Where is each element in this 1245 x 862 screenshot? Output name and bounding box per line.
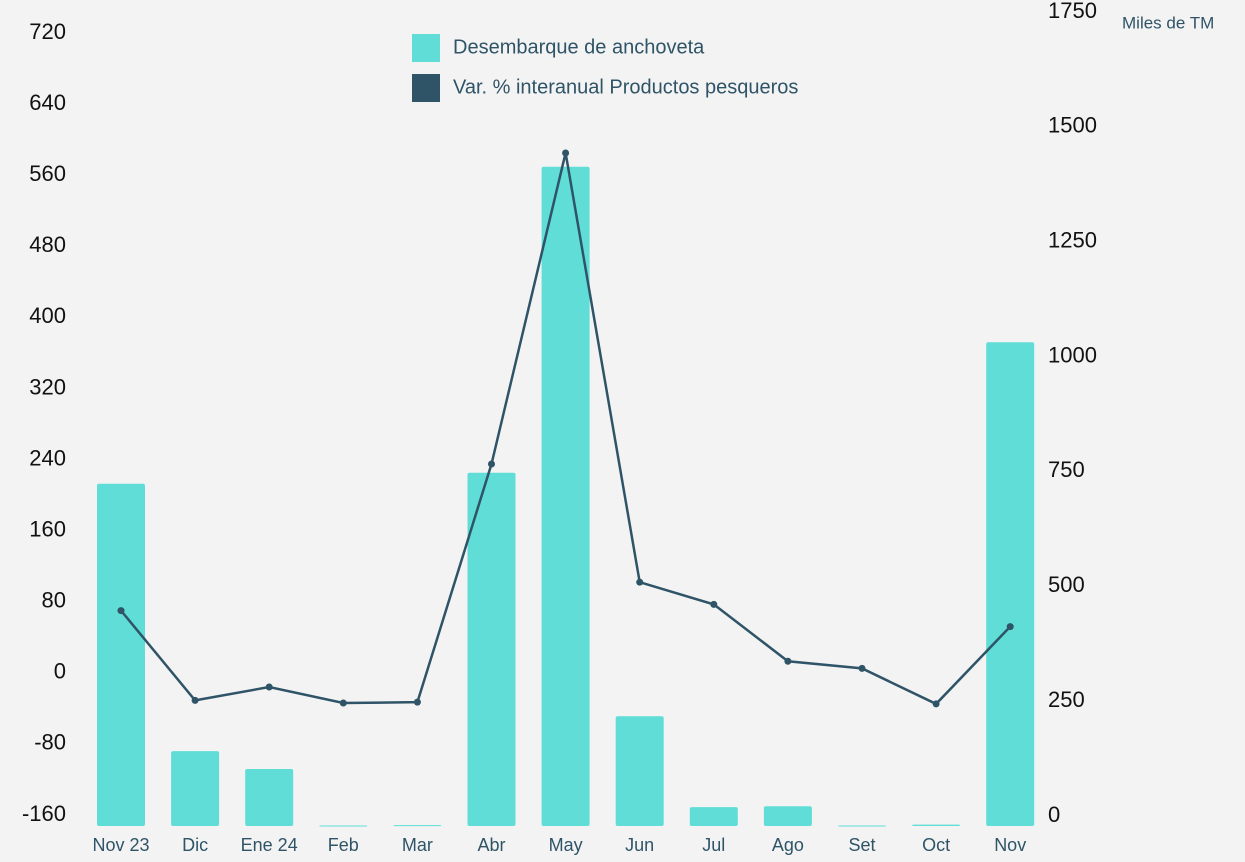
y-tick-label: 640 [29,90,66,115]
y2-tick-label: 250 [1048,687,1085,712]
bar [986,342,1035,826]
point [562,149,570,157]
bar [689,807,738,826]
point [413,698,421,706]
x-tick-label: Mar [402,835,433,855]
y-tick-label: 160 [29,516,66,541]
y2-tick-label: 1500 [1048,113,1097,138]
y-tick-label: 560 [29,161,66,186]
x-tick-label: Nov [994,835,1026,855]
x-tick-label: May [549,835,583,855]
y-tick-label: -80 [34,730,66,755]
point [488,460,495,468]
legend-label: Var. % interanual Productos pesqueros [453,76,798,98]
bar [467,472,516,826]
y2-tick-label: 0 [1048,802,1060,827]
x-tick-label: Abr [477,835,505,855]
bar [171,751,220,826]
y-tick-label: 0 [54,659,66,684]
y-tick-label: 480 [29,232,66,257]
bar [615,716,664,826]
x-tick-label: Ene 24 [241,835,298,855]
y2-tick-label: 750 [1048,457,1085,482]
y2-tick-label: 500 [1048,572,1085,597]
legend-label: Desembarque de anchoveta [453,36,705,58]
y-tick-label: 720 [29,19,66,44]
y2-tick-label: 1250 [1048,228,1097,253]
legend-swatch [412,74,440,102]
legend-swatch [412,34,440,62]
point [191,696,199,704]
point [1006,623,1014,631]
point [710,600,718,608]
y-tick-label: 320 [29,374,66,399]
y2-tick-label: 1750 [1048,0,1097,23]
y-tick-label: 400 [29,303,66,328]
bar [97,483,145,826]
y2-tick-label: 1000 [1048,342,1097,367]
point [636,578,644,586]
y-tick-label: -160 [22,801,66,826]
x-tick-label: Feb [328,835,359,855]
point [932,700,940,708]
x-tick-label: Nov 23 [92,835,149,855]
bar [838,825,886,827]
bar [763,806,812,826]
y-tick-label: 240 [29,445,66,470]
point [265,683,273,691]
x-tick-label: Dic [182,835,208,855]
bar [245,769,294,826]
point [117,607,125,615]
y-tick-label: 80 [42,588,66,613]
x-tick-label: Set [848,835,875,855]
x-tick-label: Jul [702,835,725,855]
x-tick-label: Jun [625,835,654,855]
y2-axis-label: Miles de TM [1122,13,1214,32]
bar [912,824,961,826]
bar [319,825,368,827]
bar [541,166,590,827]
bar [393,825,442,827]
point [784,657,792,665]
x-tick-label: Oct [922,835,950,855]
x-tick-label: Ago [772,835,804,855]
point [858,664,866,672]
point [339,699,347,707]
